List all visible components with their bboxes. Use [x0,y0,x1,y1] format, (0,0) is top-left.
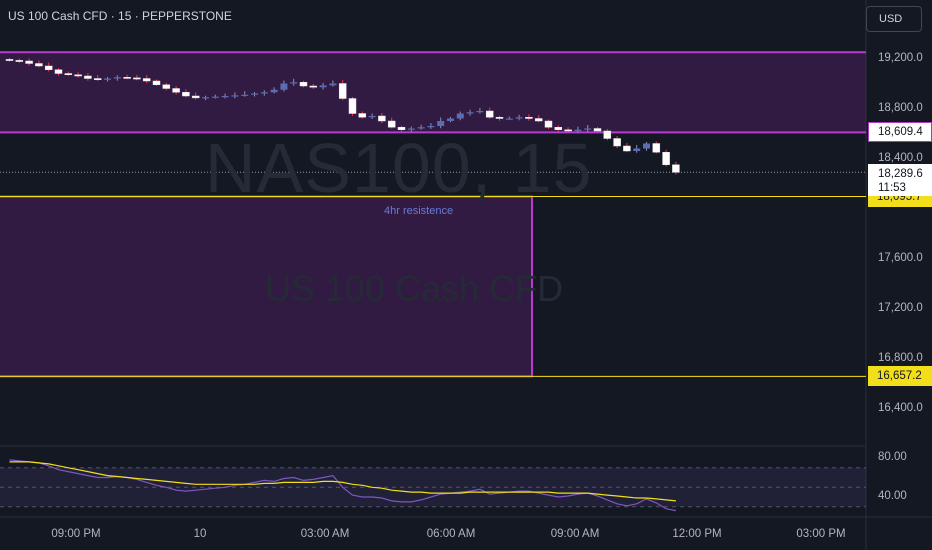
candle [309,84,318,89]
price-tick: 18,800.0 [878,101,923,114]
candle [241,91,249,97]
candle [525,114,533,121]
candle [5,57,14,62]
candle [348,97,357,116]
candle [15,58,24,63]
candle [231,92,239,99]
watermark-symbol: NAS100, 15 [205,129,593,207]
candle [662,149,670,167]
candle [368,113,376,119]
candle [290,78,298,86]
current-price: 18,289.6 [878,168,923,180]
chart-title: US 100 Cash CFD · 15 · PEPPERSTONE [8,9,232,23]
candle [162,82,171,91]
candle [456,111,464,121]
upper-zone [0,52,866,133]
price-tick: 16,800.0 [878,351,923,364]
candle [299,80,308,88]
candle [25,58,33,66]
candle [338,80,347,101]
candle [133,74,141,81]
rsi-tick: 40.00 [878,490,907,502]
candle [613,136,621,149]
candle [142,75,151,84]
candle [672,161,680,175]
price-tick: 19,200.0 [878,51,923,64]
price-tick: 17,600.0 [878,251,923,264]
candle [104,77,111,82]
resistance-zone [0,195,533,378]
candle [44,62,53,72]
candle [270,87,278,94]
candle [319,82,327,90]
candle [515,114,523,121]
candle [35,60,43,68]
candle [387,117,396,129]
time-tick: 09:00 AM [550,528,600,540]
price-label-badge: 18,609.4 [868,122,932,143]
candle [251,92,258,97]
candle [358,111,367,119]
candle [544,119,553,129]
candle [466,109,474,116]
rsi-ma-line [9,461,676,502]
candle [221,93,229,99]
candle [643,142,650,151]
price-tick: 16,400.0 [878,401,923,414]
zone-label: 4hr resistence [384,204,454,217]
candle [152,79,161,86]
candle [64,71,73,76]
time-tick: 06:00 AM [426,528,476,540]
candle [603,129,612,141]
candle [447,117,454,123]
price-tick: 17,200.0 [878,301,923,314]
candle [554,125,563,132]
candle [172,86,180,95]
candle [495,115,504,121]
candle [123,74,131,80]
candle [476,108,484,114]
candle [534,115,543,123]
time-tick: 09:00 PM [51,528,101,540]
candle [329,80,337,87]
current-price-badge: 18,289.6 11:53 [868,164,932,196]
candle [485,107,494,119]
time-tick: 03:00 AM [300,528,350,540]
candle [280,80,288,92]
candle [182,89,190,98]
candle [397,125,406,132]
watermark-description: US 100 Cash CFD [265,268,564,309]
time-tick: 03:00 PM [796,528,846,540]
candle [202,95,209,101]
candle [564,127,572,133]
candle [593,127,602,133]
candle [211,94,219,99]
candle [652,141,661,154]
price-tick: 18,400.0 [878,151,923,164]
candle [633,145,641,153]
candle [505,116,513,120]
candle [623,143,631,153]
candle [378,113,386,124]
candle [191,92,200,100]
candle [84,73,92,81]
price-label-badge: 16,657.2 [868,366,932,387]
candle [260,90,268,96]
candle [437,117,445,129]
bar-countdown: 11:53 [878,182,906,194]
time-tick: 12:00 PM [672,528,722,540]
candle [74,72,82,78]
candle [54,68,63,76]
candle [427,123,435,129]
candle [417,124,425,130]
candle [574,126,582,133]
candle [113,75,121,81]
candle [93,75,102,81]
time-tick: 10 [193,528,207,540]
currency-button[interactable]: USD [866,6,922,32]
rsi-tick: 80.00 [878,451,907,463]
candle [584,125,592,132]
candle [407,126,415,132]
